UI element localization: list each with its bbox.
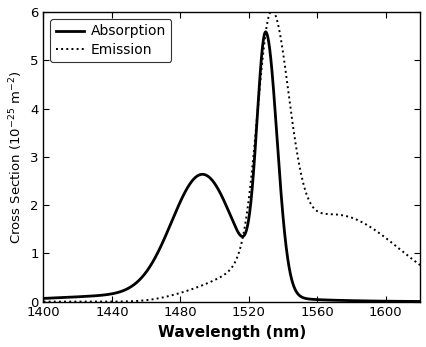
Emission — [188, 287, 193, 291]
Legend: Absorption, Emission: Absorption, Emission — [50, 19, 171, 62]
Absorption — [107, 292, 112, 296]
Emission — [269, 9, 274, 13]
X-axis label: Wavelength (nm): Wavelength (nm) — [157, 325, 305, 340]
Absorption — [425, 299, 426, 304]
Emission — [107, 299, 112, 304]
Absorption — [417, 299, 423, 304]
Absorption — [188, 180, 193, 184]
Absorption — [205, 174, 210, 178]
Emission — [425, 269, 426, 273]
Emission — [376, 231, 381, 236]
Absorption — [85, 294, 90, 298]
Emission — [205, 281, 210, 285]
Absorption — [41, 296, 46, 301]
Line: Emission: Emission — [43, 11, 426, 302]
Emission — [85, 299, 90, 304]
Emission — [417, 264, 423, 268]
Emission — [41, 299, 46, 304]
Absorption — [262, 30, 268, 34]
Y-axis label: Cross Section (10$^{-25}$ m$^{-2}$): Cross Section (10$^{-25}$ m$^{-2}$) — [7, 70, 24, 244]
Line: Absorption: Absorption — [43, 32, 426, 302]
Absorption — [376, 299, 381, 303]
